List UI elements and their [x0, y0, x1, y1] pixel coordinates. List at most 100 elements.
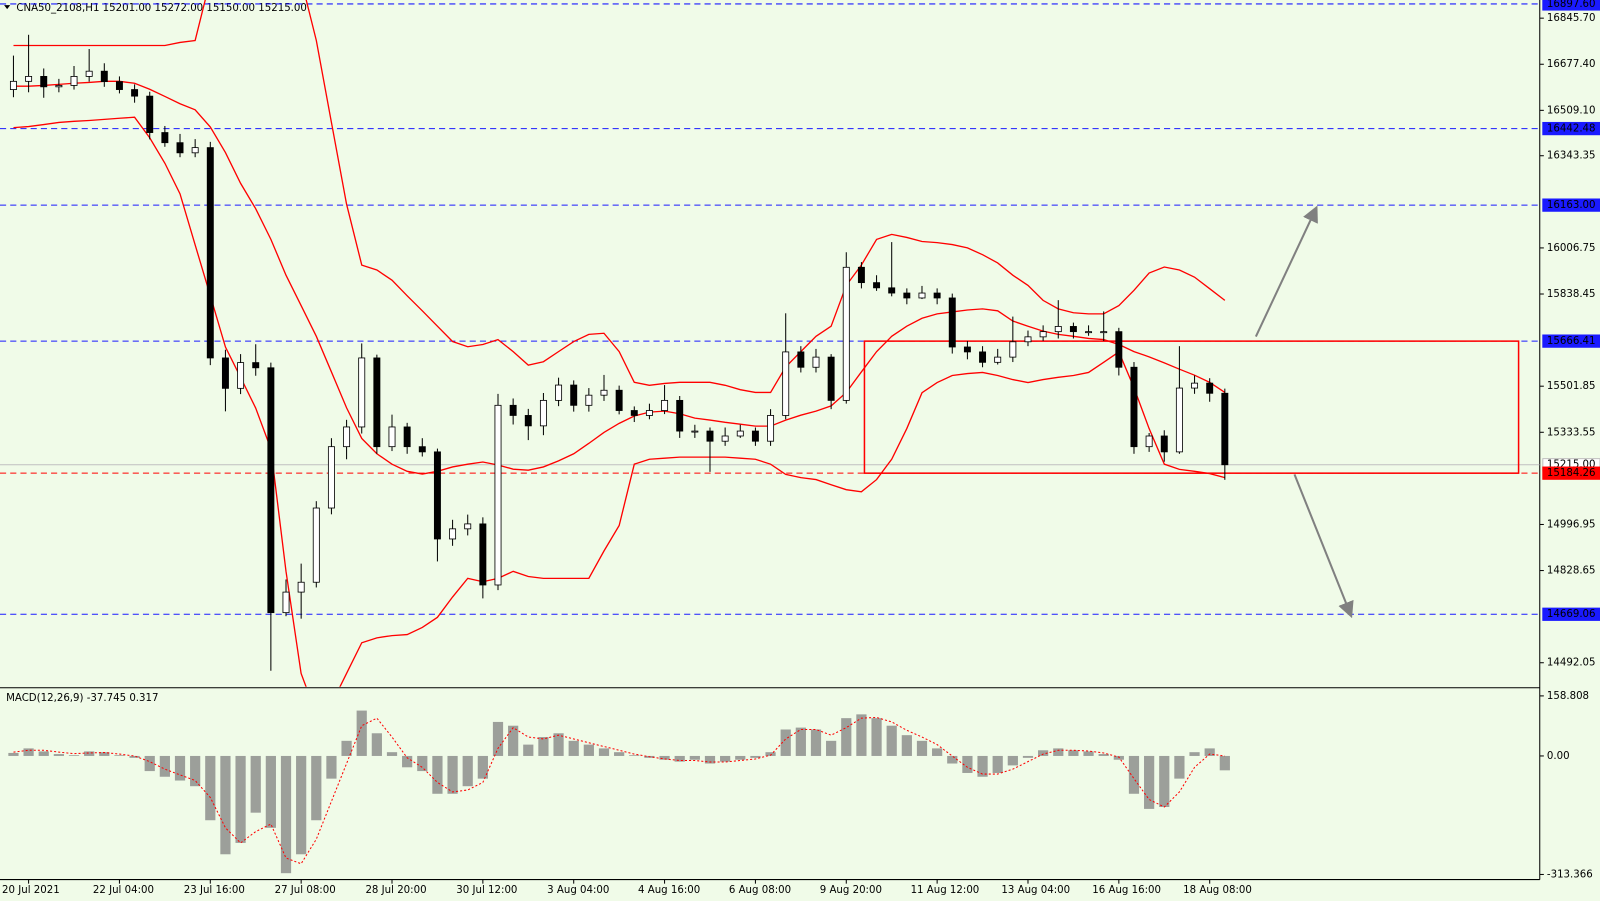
- x-tick-label: 16 Aug 16:00: [1092, 885, 1161, 896]
- y-tick-label: 14828.65: [1547, 566, 1596, 577]
- macd-bar: [205, 755, 216, 821]
- candle-body: [221, 357, 229, 389]
- macd-bar: [992, 755, 1003, 773]
- range-box: [863, 340, 1520, 474]
- macd-bar: [23, 748, 34, 756]
- candle-body: [55, 85, 63, 88]
- level-label: 16897.60: [1547, 0, 1596, 10]
- macd-bar: [916, 740, 928, 756]
- candle-body: [25, 76, 33, 82]
- candle-body: [918, 292, 926, 299]
- macd-y-tick-label: 158.808: [1547, 691, 1589, 702]
- macd-bar: [947, 755, 958, 764]
- candle-body: [1100, 331, 1108, 334]
- bollinger-lower: [13, 116, 1226, 687]
- candle-body: [1221, 392, 1229, 466]
- macd-bar: [402, 755, 413, 768]
- macd-bar: [841, 718, 852, 756]
- candle-body: [873, 282, 881, 289]
- macd-bar: [1007, 755, 1018, 766]
- candle-body: [585, 394, 593, 406]
- candle-body: [206, 147, 214, 359]
- candle-body: [176, 142, 184, 154]
- candle-body: [433, 451, 441, 540]
- main-pane: [0, 0, 1540, 687]
- macd-bar: [1128, 755, 1140, 794]
- candle-body: [1024, 336, 1032, 343]
- arrow: [1293, 473, 1354, 619]
- chart-title: CNA50_2108,H1 15201.00 15272.00 15150.00…: [16, 3, 307, 14]
- macd-bar: [492, 721, 504, 756]
- candle-body: [661, 399, 669, 411]
- candle-body: [827, 356, 835, 401]
- macd-bar: [704, 755, 716, 764]
- macd-bar: [598, 748, 610, 756]
- candle-body: [979, 351, 987, 363]
- candle-body: [9, 80, 17, 90]
- x-tick-label: 22 Jul 04:00: [93, 885, 154, 896]
- candle-body: [1009, 341, 1017, 358]
- macd-bar: [326, 755, 337, 779]
- level-label: 14669.06: [1547, 609, 1596, 620]
- candle-body: [449, 528, 457, 540]
- macd-bar: [568, 740, 579, 756]
- macd-bar: [750, 755, 761, 758]
- candle-body: [464, 523, 472, 530]
- candle-body: [100, 70, 108, 83]
- macd-bar: [371, 733, 382, 756]
- x-tick-label: 18 Aug 08:00: [1183, 885, 1252, 896]
- macd-bar: [265, 755, 276, 828]
- candle-body: [706, 430, 714, 442]
- macd-bar: [432, 755, 443, 794]
- candle-body: [721, 435, 729, 442]
- y-tick-label: 16677.40: [1547, 59, 1596, 70]
- macd-label: MACD(12,26,9) -37.745 0.317: [6, 693, 158, 704]
- macd-bar: [1159, 755, 1170, 808]
- candle-body: [963, 346, 971, 353]
- macd-bar: [614, 752, 625, 756]
- candle-body: [600, 389, 608, 396]
- macd-bar: [508, 725, 519, 756]
- x-tick-label: 27 Jul 08:00: [275, 885, 336, 896]
- level-label: 15184.26: [1547, 468, 1596, 479]
- candle-body: [555, 384, 563, 401]
- macd-bar: [417, 755, 428, 772]
- macd-bar: [190, 755, 201, 787]
- candle-body: [403, 426, 411, 448]
- x-tick-label: 9 Aug 20:00: [820, 885, 882, 896]
- macd-bar: [583, 744, 594, 756]
- candle-body: [509, 404, 517, 416]
- y-tick-label: 16006.75: [1547, 243, 1596, 254]
- macd-bar: [220, 755, 231, 855]
- candle-body: [1160, 435, 1168, 453]
- candle-body: [676, 399, 684, 432]
- macd-bar: [1174, 755, 1185, 779]
- candle-body: [237, 362, 245, 389]
- candle-body: [115, 81, 123, 90]
- x-tick-label: 28 Jul 20:00: [365, 885, 426, 896]
- y-tick-label: 15838.45: [1547, 289, 1596, 300]
- macd-bar: [144, 755, 155, 772]
- macd-bar: [356, 710, 367, 756]
- macd-bar: [977, 755, 988, 777]
- macd-bar: [826, 740, 837, 756]
- x-tick-label: 11 Aug 12:00: [911, 885, 980, 896]
- macd-bar: [886, 725, 897, 756]
- level-label: 16442.48: [1547, 124, 1596, 135]
- candle-body: [1175, 387, 1183, 453]
- bollinger-middle: [13, 80, 1226, 475]
- y-tick-label: 16509.10: [1547, 105, 1596, 116]
- candle-body: [1054, 326, 1062, 333]
- bollinger-upper: [13, 0, 1226, 394]
- macd-bar: [795, 727, 806, 756]
- macd-bar: [780, 729, 791, 756]
- candle-body: [1039, 331, 1047, 338]
- candle-body: [812, 356, 820, 368]
- y-tick-label: 15501.85: [1547, 381, 1596, 392]
- candle-body: [312, 507, 320, 583]
- macd-bar: [296, 755, 307, 855]
- macd-bar: [114, 755, 125, 756]
- macd-y-tick-label: 0.00: [1547, 751, 1570, 762]
- macd-bar: [1098, 754, 1109, 756]
